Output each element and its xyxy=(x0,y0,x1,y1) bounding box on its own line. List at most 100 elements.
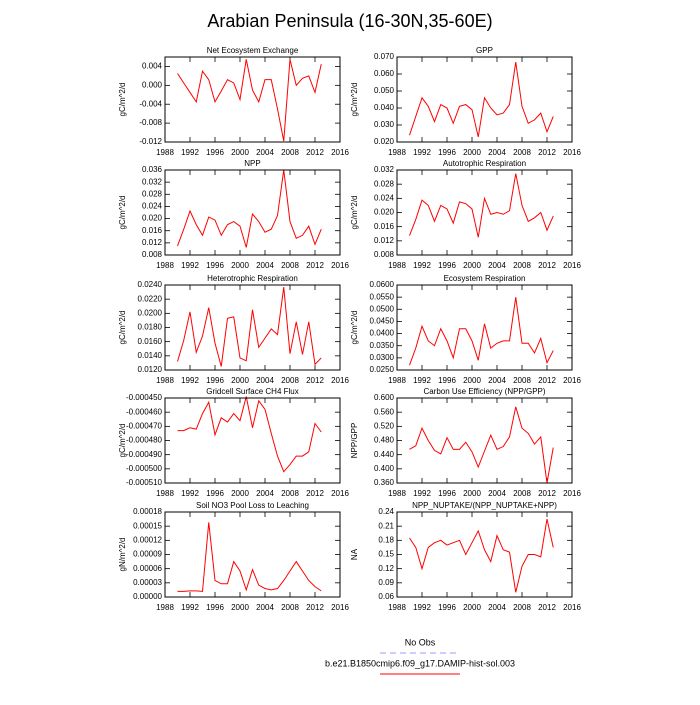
x-tick-label: 1996 xyxy=(206,148,224,157)
panel-title: Net Ecosystem Exchange xyxy=(207,46,299,55)
plot-frame xyxy=(396,56,573,143)
x-tick-label: 2004 xyxy=(488,603,506,612)
y-tick-label: 0.12 xyxy=(378,564,394,573)
x-tick-label: 1996 xyxy=(438,603,456,612)
y-tick-label: 0.0600 xyxy=(370,280,395,289)
x-tick-label: 1988 xyxy=(156,148,174,157)
y-tick-label: -0.000510 xyxy=(126,478,163,487)
y-tick-label: 0.020 xyxy=(374,137,395,146)
data-line xyxy=(177,522,322,592)
y-tick-label: 0.032 xyxy=(142,177,163,186)
panel-title: Soil NO3 Pool Loss to Leaching xyxy=(196,501,309,510)
y-axis-label: gC/m^2/d xyxy=(118,424,127,458)
y-tick-label: 0.520 xyxy=(374,421,395,430)
data-line xyxy=(177,169,322,248)
y-tick-label: 0.060 xyxy=(374,69,395,78)
y-tick-label: 0.0450 xyxy=(370,317,395,326)
x-tick-label: 2004 xyxy=(256,261,274,270)
y-tick-label: -0.000470 xyxy=(126,421,163,430)
x-tick-label: 2000 xyxy=(231,489,249,498)
x-tick-label: 2004 xyxy=(256,148,274,157)
panel-title: NPP_NUPTAKE/(NPP_NUPTAKE+NPP) xyxy=(412,501,557,510)
x-tick-label: 1992 xyxy=(413,489,431,498)
y-tick-label: 0.00006 xyxy=(133,564,162,573)
y-tick-label: -0.012 xyxy=(139,137,162,146)
y-tick-label: 0.0300 xyxy=(370,353,395,362)
x-tick-label: 2000 xyxy=(231,603,249,612)
y-tick-label: 0.0240 xyxy=(138,280,163,289)
y-tick-label: 0.032 xyxy=(374,165,395,174)
y-tick-label: -0.008 xyxy=(139,118,162,127)
x-tick-label: 2008 xyxy=(513,489,531,498)
y-tick-label: 0.036 xyxy=(142,165,163,174)
legend-label: b.e21.B1850cmip6.f09_g17.DAMIP-hist-sol.… xyxy=(325,658,515,668)
y-tick-label: -0.000490 xyxy=(126,450,163,459)
y-tick-label: 0.016 xyxy=(142,226,163,235)
x-tick-label: 2008 xyxy=(281,148,299,157)
x-tick-label: 1988 xyxy=(156,376,174,385)
y-tick-label: 0.020 xyxy=(374,208,395,217)
x-tick-label: 1988 xyxy=(388,148,406,157)
y-tick-label: 0.00012 xyxy=(133,535,162,544)
x-tick-label: 1996 xyxy=(438,261,456,270)
x-tick-label: 2012 xyxy=(306,261,324,270)
x-tick-label: 2008 xyxy=(281,376,299,385)
x-tick-label: 1996 xyxy=(206,603,224,612)
y-tick-label: 0.028 xyxy=(142,189,163,198)
x-tick-label: 1992 xyxy=(413,603,431,612)
y-tick-label: 0.0200 xyxy=(138,308,163,317)
data-line xyxy=(409,62,554,138)
y-tick-label: 0.21 xyxy=(378,521,394,530)
plot-frame xyxy=(164,397,341,484)
panel-title: Ecosystem Respiration xyxy=(444,274,526,283)
y-tick-label: 0.0140 xyxy=(138,351,163,360)
x-tick-label: 2016 xyxy=(331,603,349,612)
x-tick-label: 1992 xyxy=(181,603,199,612)
x-tick-label: 1992 xyxy=(413,148,431,157)
panel-title: Heterotrophic Respiration xyxy=(207,274,298,283)
y-tick-label: 0.480 xyxy=(374,436,395,445)
plot-frame xyxy=(164,284,341,371)
x-tick-label: 2008 xyxy=(281,489,299,498)
y-axis-label: NA xyxy=(350,548,359,560)
plot-frame xyxy=(164,56,341,143)
y-tick-label: 0.00015 xyxy=(133,521,162,530)
y-tick-label: 0.016 xyxy=(374,222,395,231)
x-tick-label: 1992 xyxy=(413,261,431,270)
x-tick-label: 2012 xyxy=(306,603,324,612)
x-tick-label: 2012 xyxy=(306,148,324,157)
x-tick-label: 1996 xyxy=(438,148,456,157)
y-tick-label: 0.00003 xyxy=(133,578,162,587)
y-tick-label: 0.050 xyxy=(374,86,395,95)
plot-frame xyxy=(164,169,341,256)
x-tick-label: 2012 xyxy=(538,489,556,498)
data-line xyxy=(177,287,322,367)
x-tick-label: 1996 xyxy=(206,376,224,385)
data-line xyxy=(409,406,554,484)
y-axis-label: gN/m^2/d xyxy=(118,538,127,572)
plot-frame xyxy=(396,397,573,484)
x-tick-label: 2000 xyxy=(231,376,249,385)
x-tick-label: 2004 xyxy=(256,603,274,612)
x-tick-label: 2008 xyxy=(513,261,531,270)
x-tick-label: 2000 xyxy=(463,603,481,612)
y-tick-label: 0.024 xyxy=(142,202,163,211)
x-tick-label: 2000 xyxy=(231,261,249,270)
y-tick-label: 0.008 xyxy=(142,250,163,259)
y-tick-label: -0.000460 xyxy=(126,407,163,416)
plot-frame xyxy=(396,511,573,598)
x-tick-label: 2000 xyxy=(463,261,481,270)
x-tick-label: 1996 xyxy=(206,261,224,270)
panel-title: NPP xyxy=(244,159,260,168)
y-tick-label: -0.000480 xyxy=(126,436,163,445)
x-tick-label: 2008 xyxy=(281,603,299,612)
x-tick-label: 2016 xyxy=(331,376,349,385)
y-axis-label: gC/m^2/d xyxy=(118,196,127,230)
x-tick-label: 2008 xyxy=(513,148,531,157)
x-tick-label: 2004 xyxy=(488,261,506,270)
data-line xyxy=(177,59,322,142)
x-tick-label: 1996 xyxy=(206,489,224,498)
y-tick-label: -0.000500 xyxy=(126,464,163,473)
y-tick-label: 0.09 xyxy=(378,578,394,587)
